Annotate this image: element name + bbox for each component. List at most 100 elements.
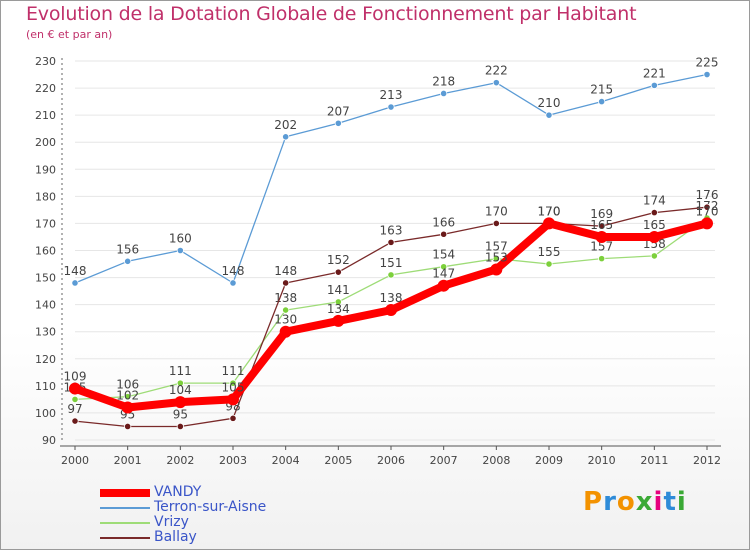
data-label-vrizy: 151 [380, 256, 403, 270]
y-tick-label: 180 [35, 190, 56, 203]
data-label-vandy: 165 [643, 218, 666, 232]
legend-swatch-terron [100, 507, 150, 509]
data-label-vandy: 165 [590, 218, 613, 232]
data-point-terron-sur-aisne [598, 98, 606, 106]
data-point-ballay [492, 219, 500, 228]
data-label-vandy: 170 [538, 204, 561, 218]
y-tick-label: 210 [35, 109, 56, 122]
data-point-vandy [227, 393, 239, 406]
legend-swatch-vrizy [100, 522, 150, 524]
x-tick-label: 2007 [430, 454, 458, 467]
data-label-terron-sur-aisne: 222 [485, 64, 508, 78]
data-point-terron-sur-aisne [703, 70, 711, 79]
data-point-vrizy [598, 255, 606, 263]
legend-label-ballay: Ballay [154, 529, 197, 545]
data-point-ballay [387, 238, 395, 246]
x-tick-label: 2011 [640, 454, 668, 467]
proxiti-logo: Proxiti [583, 487, 687, 517]
data-label-vandy: 170 [696, 204, 719, 218]
legend-label-vrizy: Vrizy [154, 514, 189, 530]
data-label-vandy: 105 [222, 380, 245, 394]
y-tick-label: 110 [35, 380, 56, 393]
data-point-ballay [282, 279, 290, 287]
data-label-vrizy: 111 [222, 364, 245, 378]
y-tick-label: 220 [35, 82, 56, 95]
y-tick-label: 130 [35, 326, 56, 339]
data-label-ballay: 170 [538, 204, 561, 218]
data-label-vrizy: 155 [538, 245, 561, 259]
legend: VANDY Terron-sur-Aisne Vrizy Ballay [100, 484, 360, 545]
x-tick-label: 2004 [272, 454, 300, 467]
legend-label-vandy: VANDY [154, 484, 202, 500]
data-label-terron-sur-aisne: 148 [222, 264, 245, 278]
data-point-vrizy [124, 393, 132, 401]
y-tick-label: 160 [35, 245, 56, 258]
data-label-ballay: 95 [173, 407, 188, 421]
x-tick-label: 2002 [166, 454, 194, 467]
data-point-vrizy [440, 263, 448, 271]
data-label-terron-sur-aisne: 225 [696, 56, 719, 70]
x-tick-label: 2005 [324, 454, 352, 467]
logo-letter: i [653, 487, 664, 517]
data-point-ballay [598, 222, 606, 230]
y-tick-label: 140 [35, 299, 56, 312]
logo-letter: i [676, 487, 687, 517]
data-label-vandy: 147 [432, 267, 455, 281]
data-label-ballay: 170 [485, 204, 508, 218]
data-point-vandy [279, 325, 292, 338]
data-label-vandy: 104 [169, 383, 192, 397]
data-label-ballay: 152 [327, 253, 350, 267]
legend-item-terron: Terron-sur-Aisne [100, 499, 360, 515]
data-point-terron-sur-aisne [71, 279, 79, 287]
data-label-terron-sur-aisne: 148 [64, 264, 87, 278]
data-point-vandy [701, 217, 713, 230]
data-label-vrizy: 157 [590, 240, 613, 254]
data-point-terron-sur-aisne [334, 119, 342, 127]
y-tick-label: 100 [35, 407, 56, 420]
data-label-terron-sur-aisne: 156 [116, 242, 139, 256]
logo-letter: P [583, 487, 604, 517]
data-label-vandy: 153 [485, 250, 508, 264]
data-label-vandy: 109 [64, 370, 87, 384]
chart-title: Evolution de la Dotation Globale de Fonc… [26, 3, 637, 25]
data-label-ballay: 148 [274, 264, 297, 278]
data-point-terron-sur-aisne [387, 103, 395, 111]
data-point-ballay [229, 414, 237, 422]
data-point-ballay [334, 268, 342, 276]
x-tick-label: 2001 [114, 454, 142, 467]
chart-subtitle: (en € et par an) [26, 28, 113, 41]
data-label-vandy: 130 [274, 313, 297, 327]
data-point-vandy [648, 230, 661, 243]
data-point-terron-sur-aisne [545, 111, 553, 119]
data-point-terron-sur-aisne [650, 81, 658, 89]
data-point-vandy [437, 279, 450, 292]
data-label-terron-sur-aisne: 221 [643, 66, 666, 80]
logo-letter: r [603, 487, 617, 517]
logo-letter: t [663, 487, 677, 517]
data-label-vrizy: 106 [116, 378, 139, 392]
data-label-vandy: 102 [116, 389, 139, 403]
data-label-terron-sur-aisne: 210 [538, 96, 561, 110]
data-point-ballay [650, 209, 658, 217]
data-point-vandy [490, 263, 503, 276]
data-label-terron-sur-aisne: 207 [327, 104, 350, 118]
legend-swatch-vandy [100, 489, 150, 497]
data-label-ballay: 97 [67, 402, 82, 416]
data-point-vrizy [650, 252, 658, 260]
legend-item-vandy: VANDY [100, 484, 360, 500]
data-label-ballay: 163 [380, 223, 403, 237]
y-tick-label: 150 [35, 272, 56, 285]
data-point-terron-sur-aisne [229, 279, 237, 287]
logo-letter: x [635, 487, 654, 517]
data-label-terron-sur-aisne: 213 [380, 88, 403, 102]
data-point-ballay [124, 422, 132, 431]
data-label-ballay: 166 [432, 215, 455, 229]
data-point-vandy [543, 217, 555, 230]
data-point-vandy [595, 230, 608, 243]
data-point-terron-sur-aisne [176, 246, 184, 255]
legend-item-vrizy: Vrizy [100, 514, 360, 530]
data-point-ballay [703, 203, 711, 211]
legend-label-terron: Terron-sur-Aisne [154, 499, 267, 515]
